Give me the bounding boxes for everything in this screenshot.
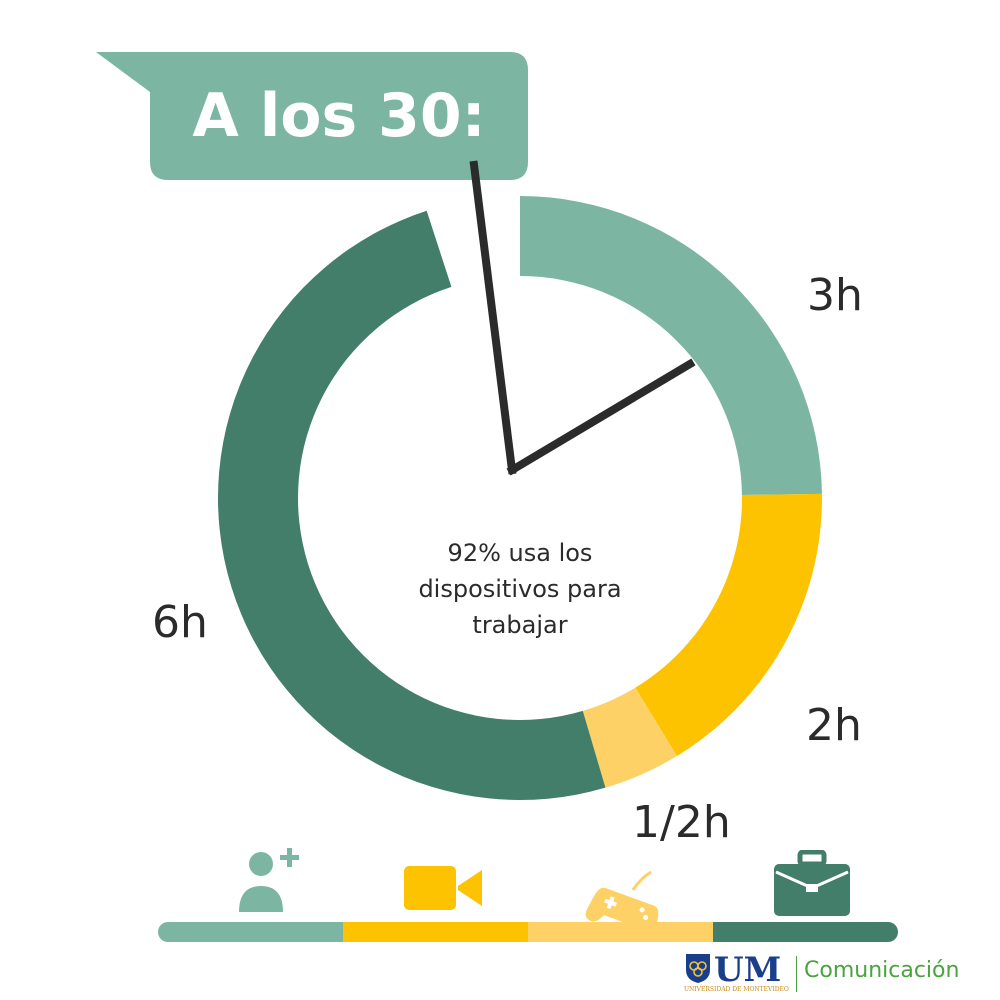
- legend-bar: [158, 922, 898, 942]
- video-camera-icon: [404, 866, 482, 910]
- label-3h: 3h: [807, 270, 863, 321]
- callout-title: A los 30:: [192, 81, 486, 151]
- legend-bar-work: [713, 922, 898, 942]
- logo-unit: Comunicación: [804, 958, 960, 983]
- label-6h: 6h: [152, 597, 208, 648]
- slice-half-h: [582, 687, 677, 788]
- slice-2h: [635, 493, 822, 757]
- label-2h: 2h: [806, 700, 862, 751]
- legend-bar-video: [343, 922, 528, 942]
- legend-bar-games: [528, 922, 713, 942]
- clock-hour-hand: [506, 358, 696, 476]
- callout-bubble: [96, 52, 528, 180]
- center-line-2: dispositivos para: [418, 575, 622, 603]
- logo-um: UM: [714, 950, 782, 990]
- legend-bar-social: [158, 922, 343, 942]
- logo-subtitle: UNIVERSIDAD DE MONTEVIDEO: [684, 986, 789, 993]
- slice-6h: [217, 210, 606, 801]
- university-seal-icon: [686, 954, 710, 983]
- label-half-h: 1/2h: [632, 797, 731, 848]
- center-line-1: 92% usa los: [447, 539, 593, 567]
- clock-minute-hand: [469, 160, 517, 475]
- briefcase-icon: [774, 850, 850, 916]
- center-line-3: trabajar: [472, 611, 568, 639]
- center-annotation: 92% usa los dispositivos para trabajar: [370, 535, 670, 643]
- slice-3h: [520, 196, 822, 495]
- logo-divider: [796, 956, 797, 992]
- add-user-icon: [239, 848, 299, 912]
